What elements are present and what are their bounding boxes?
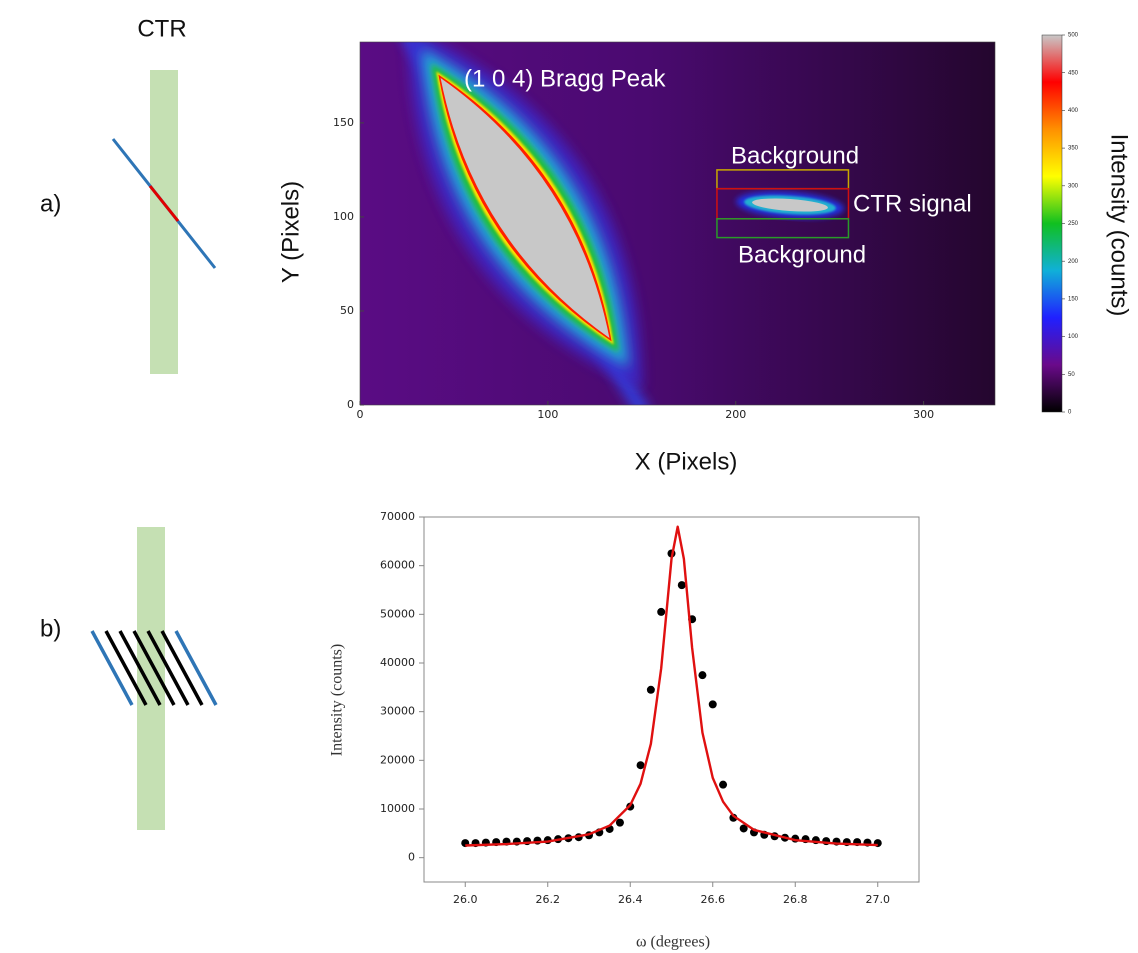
ctr-rod bbox=[150, 70, 178, 374]
y-tick-label: 50 bbox=[340, 304, 354, 317]
y-tick-label: 10000 bbox=[380, 802, 415, 815]
y-tick-label: 60000 bbox=[380, 559, 415, 572]
intersection bbox=[148, 185, 180, 222]
x-tick-label: 300 bbox=[913, 408, 934, 421]
y-tick-label: 70000 bbox=[380, 510, 415, 523]
roi-box bbox=[716, 218, 850, 239]
data-point bbox=[708, 700, 717, 709]
region-label: Background bbox=[738, 241, 866, 268]
x-tick-label: 200 bbox=[725, 408, 746, 421]
x-axis-label: ω (degrees) bbox=[636, 934, 710, 951]
colorbar-tick-label: 200 bbox=[1068, 259, 1079, 265]
colorbar-tick-label: 350 bbox=[1068, 146, 1079, 152]
x-tick-label: 27.0 bbox=[866, 893, 891, 906]
colorbar-tick-label: 100 bbox=[1068, 334, 1079, 340]
x-tick-label: 26.6 bbox=[701, 893, 726, 906]
colorbar bbox=[1041, 34, 1063, 413]
colorbar-label: Intensity (counts) bbox=[1106, 134, 1133, 317]
y-tick-label: 50000 bbox=[380, 607, 415, 620]
region-label: Background bbox=[731, 142, 859, 169]
x-axis-label: X (Pixels) bbox=[635, 448, 738, 475]
y-tick-label: 0 bbox=[347, 398, 354, 411]
data-point bbox=[719, 780, 728, 789]
panel-label: b) bbox=[40, 615, 61, 642]
detector-image bbox=[360, 42, 995, 405]
data-point bbox=[636, 761, 645, 770]
y-tick-label: 150 bbox=[333, 116, 354, 129]
colorbar-tick-label: 500 bbox=[1068, 33, 1079, 39]
y-tick-label: 20000 bbox=[380, 753, 415, 766]
x-tick-label: 26.0 bbox=[453, 893, 478, 906]
y-axis-label: Intensity (counts) bbox=[329, 644, 346, 756]
plot-frame bbox=[359, 41, 996, 406]
annotation: (1 0 4) Bragg Peak bbox=[464, 65, 666, 92]
x-tick-label: 26.8 bbox=[783, 893, 808, 906]
x-tick-label: 100 bbox=[537, 408, 558, 421]
data-point bbox=[615, 818, 624, 827]
y-tick-label: 0 bbox=[408, 851, 415, 864]
region-label: CTR signal bbox=[853, 190, 972, 217]
x-tick-label: 0 bbox=[357, 408, 364, 421]
data-point bbox=[657, 607, 666, 616]
x-tick-label: 26.2 bbox=[536, 893, 561, 906]
fit-line bbox=[465, 525, 878, 847]
data-point bbox=[677, 581, 686, 590]
colorbar-tick-label: 150 bbox=[1068, 296, 1079, 302]
plot-frame bbox=[423, 516, 920, 883]
colorbar-tick-label: 0 bbox=[1068, 410, 1072, 416]
data-point bbox=[739, 824, 748, 833]
x-tick-label: 26.4 bbox=[618, 893, 643, 906]
data-point bbox=[698, 671, 707, 680]
colorbar-tick-label: 450 bbox=[1068, 70, 1079, 76]
y-axis-label: Y (Pixels) bbox=[277, 181, 304, 283]
y-tick-label: 100 bbox=[333, 210, 354, 223]
colorbar-tick-label: 300 bbox=[1068, 183, 1079, 189]
data-point bbox=[646, 685, 655, 694]
y-tick-label: 30000 bbox=[380, 705, 415, 718]
scan-lines bbox=[90, 630, 218, 706]
y-tick-label: 40000 bbox=[380, 656, 415, 669]
colorbar-tick-label: 250 bbox=[1068, 221, 1079, 227]
panel-label: a) bbox=[40, 190, 61, 217]
ctr-label: CTR bbox=[137, 15, 186, 42]
colorbar-tick-label: 50 bbox=[1068, 372, 1075, 378]
colorbar-tick-label: 400 bbox=[1068, 108, 1079, 114]
